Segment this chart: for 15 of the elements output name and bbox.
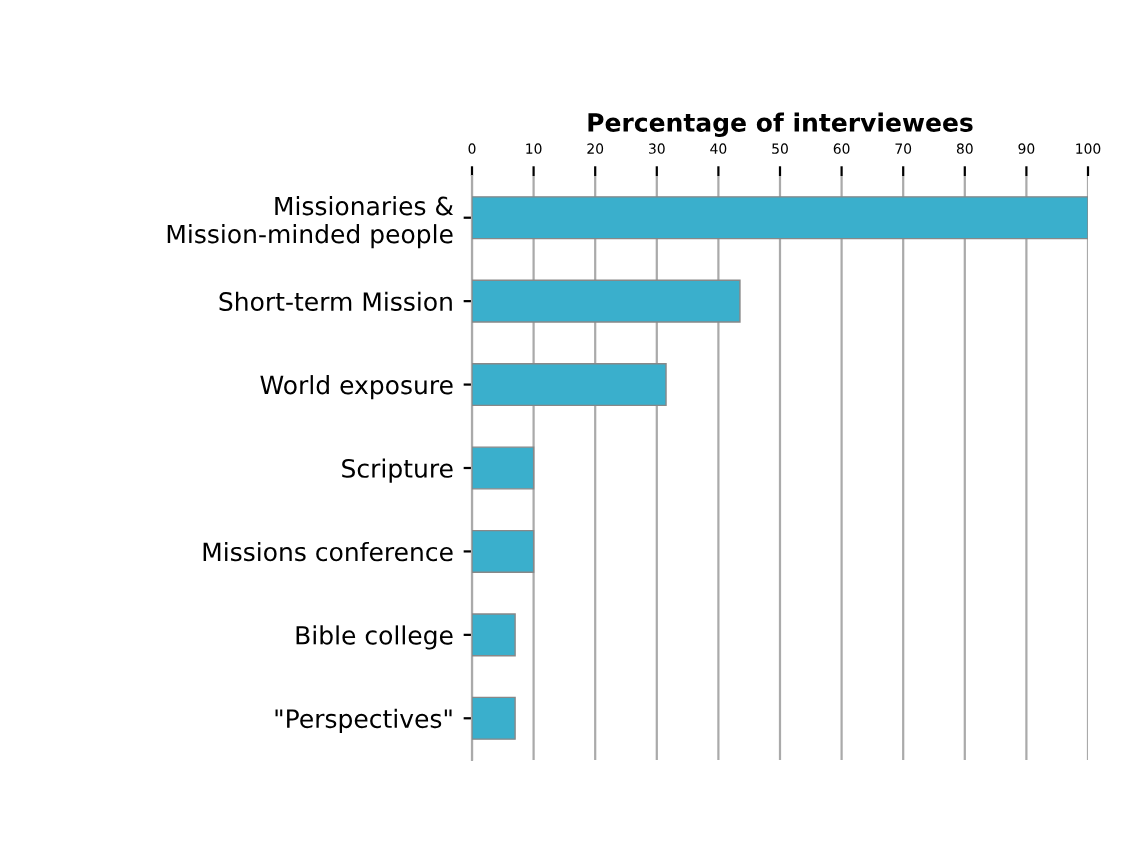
bar	[472, 196, 1088, 240]
y-tick-label: Scripture	[342, 458, 453, 483]
bar	[472, 363, 667, 407]
bar	[472, 696, 516, 740]
bar	[472, 446, 535, 490]
y-tick-label: Missionaries & Mission-minded people	[167, 196, 454, 249]
y-tick-label: Bible college	[296, 625, 453, 650]
bar	[472, 613, 516, 657]
y-tick-label: "Perspectives"	[275, 708, 452, 733]
y-tick-label: Short-term Mission	[219, 291, 452, 311]
y-tick-label: World exposure	[260, 375, 453, 400]
bar	[472, 279, 741, 323]
bar	[472, 529, 535, 573]
y-tick-label: Missions conference	[203, 541, 453, 562]
chart-title: Percentage of interviewees	[588, 112, 973, 137]
